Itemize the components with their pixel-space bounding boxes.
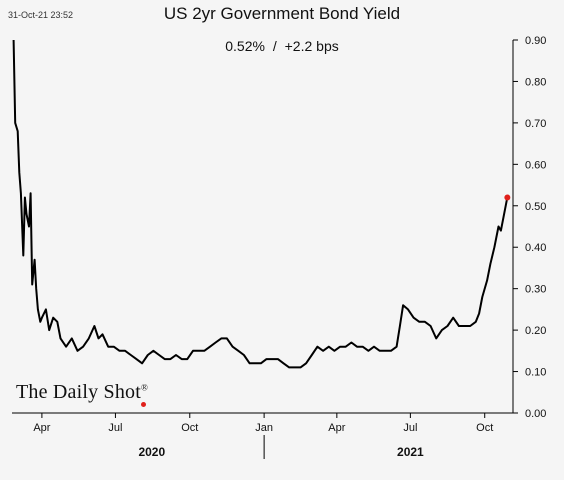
- x-year-label: 2020: [138, 445, 165, 459]
- x-tick-label: Oct: [476, 422, 493, 434]
- y-tick-label: 0.00: [525, 408, 546, 420]
- x-tick-label: Jul: [108, 422, 122, 434]
- y-tick-label: 0.40: [525, 242, 546, 254]
- latest-yield-value: 0.52%: [225, 38, 265, 54]
- y-tick-label: 0.50: [525, 201, 546, 213]
- brand-registered-mark: ®: [141, 382, 149, 393]
- x-tick-label: Apr: [328, 422, 345, 434]
- x-year-label: 2021: [397, 445, 424, 459]
- y-tick-label: 0.70: [525, 118, 546, 130]
- brand-logo: The Daily Shot®: [16, 381, 148, 404]
- x-tick-label: Jan: [255, 422, 273, 434]
- y-tick-label: 0.80: [525, 76, 546, 88]
- chart-title: US 2yr Government Bond Yield: [163, 4, 401, 23]
- x-tick-label: Oct: [181, 422, 198, 434]
- y-tick-label: 0.90: [525, 35, 546, 47]
- y-tick-label: 0.10: [525, 367, 546, 379]
- yield-series-line: [12, 39, 509, 369]
- x-tick-label: Apr: [33, 422, 50, 434]
- y-tick-label: 0.30: [525, 284, 546, 296]
- y-tick-label: 0.60: [525, 159, 546, 171]
- timestamp: 31-Oct-21 23:52: [8, 10, 74, 20]
- brand-red-dot-icon: [141, 402, 146, 407]
- y-tick-label: 0.20: [525, 325, 546, 337]
- x-tick-label: Jul: [403, 422, 417, 434]
- daily-change-value: +2.2 bps: [284, 38, 339, 54]
- subtitle-separator: /: [272, 38, 277, 54]
- brand-name: The Daily Shot: [16, 381, 142, 403]
- chart-subtitle: 0.52% / +2.2 bps: [0, 38, 564, 54]
- last-value-marker: [504, 194, 511, 201]
